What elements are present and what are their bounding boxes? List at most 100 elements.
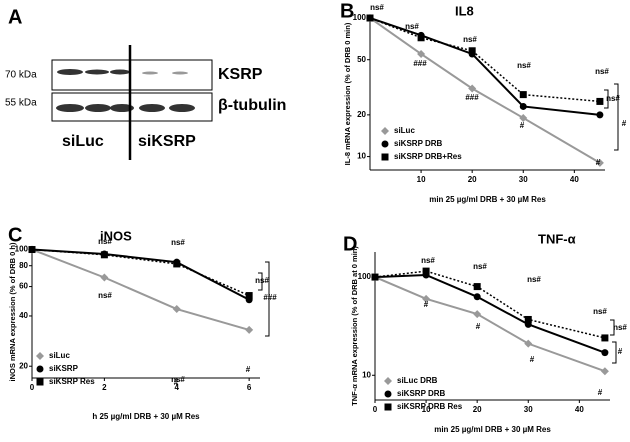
band <box>110 69 130 75</box>
legend-marker <box>384 377 392 385</box>
legend-marker <box>384 390 392 398</box>
band <box>142 71 158 75</box>
annotation: # <box>618 347 623 356</box>
x-axis-label: min 25 µg/ml DRB + 30 µM Res <box>429 195 546 204</box>
panel-letter: C <box>8 224 22 246</box>
series-line <box>369 17 601 116</box>
annotation: # <box>530 355 535 364</box>
x-axis-label: min 25 µg/ml DRB + 30 µM Res <box>434 425 551 434</box>
y-tick-label: 10 <box>362 370 371 379</box>
point <box>422 267 430 275</box>
point <box>524 339 533 348</box>
point <box>596 111 604 119</box>
y-tick-label: 100 <box>15 245 29 254</box>
band <box>85 104 111 112</box>
panel-letter: D <box>343 233 357 255</box>
point <box>245 325 254 334</box>
bracket <box>265 261 270 337</box>
point <box>600 367 609 376</box>
point <box>28 246 36 254</box>
annotation: # <box>520 121 525 130</box>
series-line <box>374 276 606 373</box>
y-tick-label: 100 <box>353 13 367 22</box>
x-tick-label: 10 <box>417 175 426 184</box>
point <box>468 84 477 93</box>
x-tick-label: 4 <box>175 383 180 392</box>
y-axis-label: TNF-α mRNA expression (% of DRB at 0 min… <box>350 246 359 406</box>
legend-label: siKSRP DRB+Res <box>394 152 462 161</box>
legend-label: siLuc <box>394 126 415 135</box>
blot-frame <box>51 59 213 91</box>
annotation: # <box>476 322 481 331</box>
annotation: ns# <box>527 275 541 284</box>
y-tick-label: 80 <box>19 261 28 270</box>
point <box>100 251 108 259</box>
x-tick-label: 2 <box>102 383 107 392</box>
y-axis-label: IL-8 mRNA expression (% of DRB 0 min) <box>343 22 352 165</box>
annotation: ns# <box>98 291 112 300</box>
band <box>139 104 165 112</box>
point <box>172 305 181 314</box>
x-tick-label: 10 <box>422 405 431 414</box>
legend-marker <box>36 365 44 373</box>
point <box>245 292 253 300</box>
annotation: ns# <box>593 307 607 316</box>
point <box>524 315 532 323</box>
series-line <box>31 248 250 331</box>
x-tick-label: 20 <box>468 175 477 184</box>
annotation: ns# <box>606 94 620 103</box>
point <box>371 273 379 281</box>
legend-label: siKSRP DRB <box>397 389 446 398</box>
panel: D TNF-α 10 100 0 10 20 30 40 min 25 µg/ml DRB + 3… <box>343 231 627 434</box>
legend-marker <box>381 127 389 135</box>
x-axis-label: h 25 µg/ml DRB + 30 µM Res <box>92 412 200 421</box>
annotation: ns# <box>171 238 185 247</box>
point <box>595 158 604 167</box>
band <box>57 69 83 75</box>
annotation: ns# <box>98 237 112 246</box>
point <box>596 97 604 105</box>
bracket <box>614 83 619 151</box>
annotation: ns# <box>613 323 627 332</box>
point <box>100 273 109 282</box>
band <box>56 104 84 112</box>
series-line <box>369 17 600 103</box>
point <box>601 334 609 342</box>
lane-label: siKSRP <box>138 133 196 150</box>
bracket <box>604 89 609 109</box>
annotation: ns# <box>595 67 609 76</box>
annotation: # <box>174 378 179 387</box>
bracket <box>258 272 263 291</box>
panel-letter: B <box>340 0 354 22</box>
annotation: ns# <box>421 256 435 265</box>
protein-label: β-tubulin <box>218 97 286 114</box>
x-tick-label: 0 <box>30 383 35 392</box>
bracket <box>610 319 615 336</box>
point <box>417 49 426 58</box>
annotation: # <box>246 365 251 374</box>
x-tick-label: 6 <box>247 383 252 392</box>
annotation: # <box>598 388 603 397</box>
series-line <box>374 273 606 354</box>
y-tick-label: 40 <box>19 311 28 320</box>
x-tick-label: 0 <box>373 405 378 414</box>
protein-label: KSRP <box>218 66 263 83</box>
point <box>422 294 431 303</box>
point <box>601 349 609 357</box>
point <box>473 283 481 291</box>
y-tick-label: 20 <box>19 361 28 370</box>
band <box>85 69 109 75</box>
y-axis-label: iNOS mRNA expression (% of DRB 0 h) <box>8 242 17 381</box>
annotation: ns# <box>463 35 477 44</box>
band <box>172 71 188 75</box>
x-tick-label: 30 <box>519 175 528 184</box>
panel: B IL8 10 20 50 100 10 20 30 40 min 25 µg/ml DRB + … <box>340 0 627 204</box>
legend-label: siKSRP DRB <box>394 139 443 148</box>
annotation: # <box>596 158 601 167</box>
y-tick-label: 60 <box>19 282 28 291</box>
legend-label: siLuc <box>49 351 70 360</box>
point <box>473 293 481 301</box>
annotation: ns# <box>171 375 185 384</box>
point <box>468 47 476 55</box>
